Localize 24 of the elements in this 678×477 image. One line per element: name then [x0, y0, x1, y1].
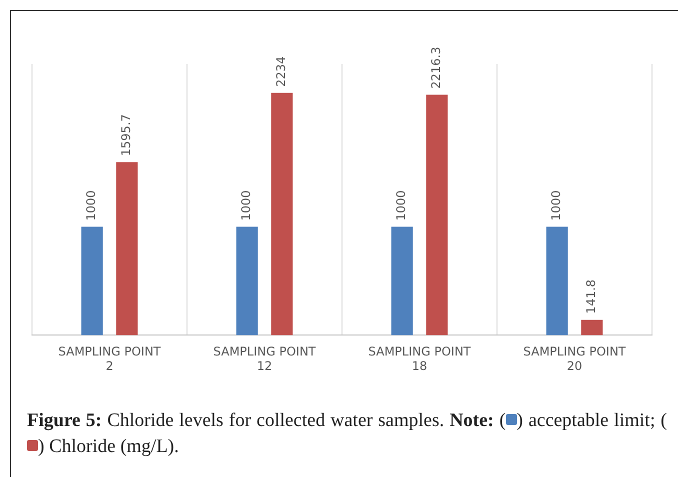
x-tick-label: SAMPLING POINT 18 — [368, 344, 472, 373]
x-tick-label: SAMPLING POINT 2 — [58, 344, 162, 373]
bar — [116, 162, 138, 336]
bar — [546, 226, 568, 336]
text: ) acceptable limit; ( — [516, 410, 667, 431]
data-label: 1000 — [394, 190, 408, 221]
data-label: 141.8 — [584, 279, 598, 314]
bar — [81, 226, 103, 336]
data-label: 1000 — [239, 190, 254, 221]
bar — [391, 226, 413, 336]
data-label: 2216.3 — [429, 46, 444, 89]
bar — [236, 226, 258, 336]
x-tick-label: SAMPLING POINT 12 — [213, 344, 316, 373]
text: ) Chloride (mg/L). — [38, 436, 179, 457]
data-label: 1595.7 — [119, 114, 134, 156]
data-label: 1000 — [84, 190, 98, 221]
text: Note: ( — [448, 410, 506, 431]
bar — [271, 92, 293, 336]
text: Figure 5: Chloride levels for collected water samples. — [27, 410, 444, 431]
x-tick-label: SAMPLING POINT 20 — [523, 344, 626, 373]
data-label: 2234 — [274, 56, 288, 87]
bar — [426, 94, 448, 336]
bar — [581, 320, 603, 336]
data-label: 1000 — [549, 190, 564, 221]
